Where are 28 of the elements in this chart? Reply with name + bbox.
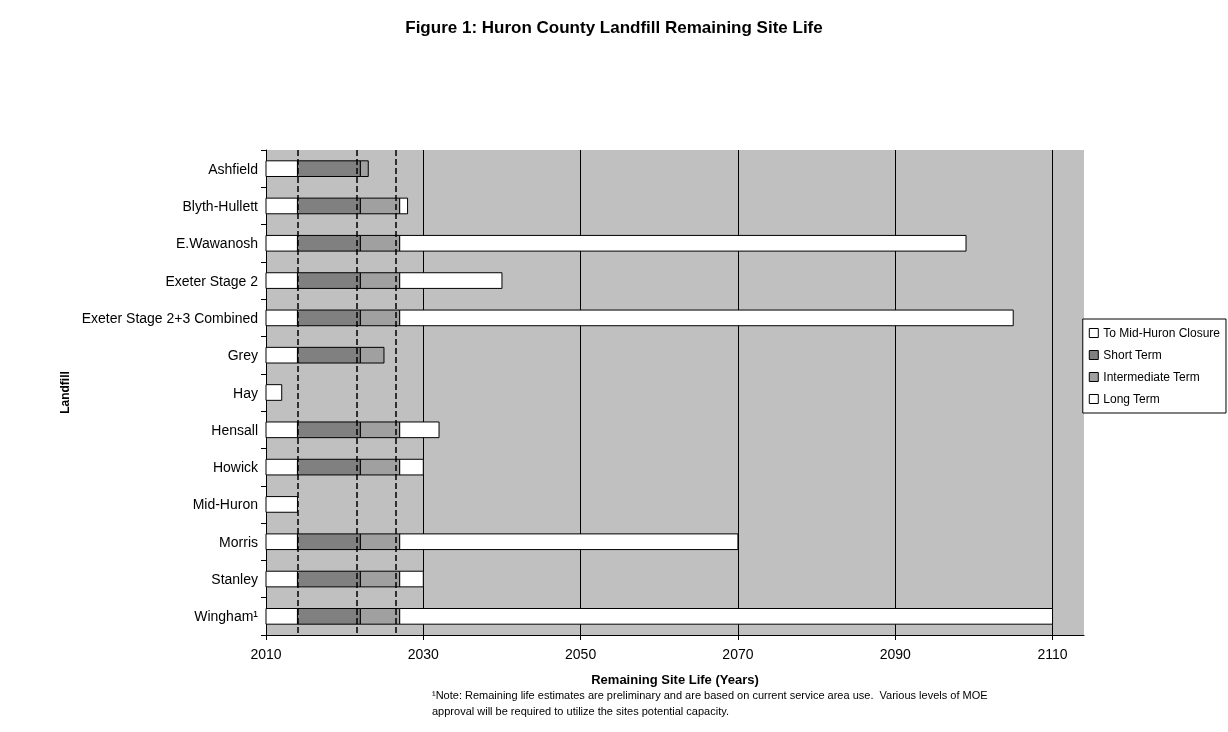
- legend-label: Intermediate Term: [1103, 370, 1200, 384]
- text: ¹Note: Remaining life estimates are preliminary and are based on current service area use. Various levels of MOE approval will be required to utilize the sites potential capacity.: [432, 689, 991, 717]
- y-tick-label: Wingham¹: [194, 608, 259, 625]
- y-tick-label: Exeter Stage 2+3 Combined: [81, 309, 258, 326]
- y-tick-label: E.Wawanosh: [176, 235, 258, 252]
- bar: [265, 384, 283, 401]
- y-tick-label: Hensall: [211, 421, 258, 438]
- x-tick-label: 2050: [565, 646, 597, 662]
- y-tick-label: Howick: [212, 459, 259, 476]
- legend-label: Long Term: [1103, 392, 1160, 406]
- y-axis-title: Landfill: [57, 371, 72, 414]
- legend-label: Short Term: [1103, 348, 1162, 362]
- y-tick-label: Exeter Stage 2: [165, 272, 259, 289]
- x-tick-label: 2070: [722, 646, 754, 662]
- x-axis-title: Remaining Site Life (Years): [591, 672, 759, 687]
- y-tick-label: Mid-Huron: [192, 496, 258, 513]
- y-tick-label: Blyth-Hullett: [182, 197, 259, 214]
- y-tick-label: Stanley: [211, 571, 258, 588]
- x-tick-label: 2010: [250, 646, 282, 662]
- x-tick-label: 2110: [1037, 646, 1068, 662]
- x-tick-label: 2030: [407, 646, 440, 662]
- legend-label: To Mid-Huron Closure: [1103, 326, 1221, 340]
- y-tick-label: Ashfield: [208, 160, 258, 177]
- y-tick-label: Morris: [219, 533, 258, 550]
- y-tick-label: Hay: [233, 384, 258, 401]
- chart-title: Figure 1: Huron County Landfill Remaining Site Life: [405, 18, 823, 37]
- x-tick-label: 2090: [879, 646, 912, 662]
- y-tick-label: Grey: [227, 347, 258, 364]
